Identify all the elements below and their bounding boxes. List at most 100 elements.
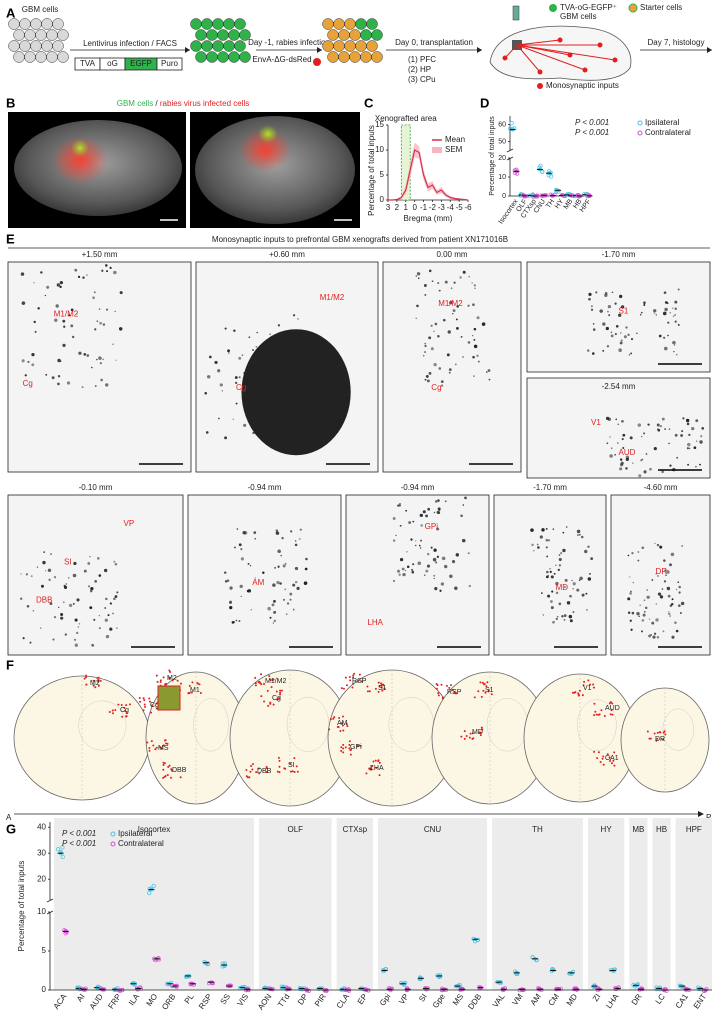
labeled-neuron [78, 623, 81, 625]
caption: GBM cells / rabies virus infected cells [117, 99, 250, 108]
legend-swatch [628, 3, 638, 13]
labeled-neuron [271, 603, 275, 607]
labeled-neuron [555, 617, 558, 620]
labeled-neuron [106, 308, 109, 311]
input-cell [612, 57, 618, 63]
labeled-neuron [459, 276, 462, 279]
input-neuron [169, 670, 172, 673]
labeled-neuron [454, 586, 458, 591]
labeled-neuron [456, 326, 459, 330]
y-tick-label: 30 [37, 848, 46, 857]
labeled-neuron [638, 615, 640, 618]
labeled-neuron [576, 588, 580, 592]
cell [206, 29, 218, 41]
input-neuron [168, 764, 171, 767]
labeled-neuron [663, 346, 668, 351]
labeled-neuron [32, 609, 35, 612]
stat-label: P < 0.001 [62, 829, 96, 838]
labeled-neuron [57, 382, 60, 386]
labeled-neuron [617, 423, 619, 425]
labeled-neuron [566, 601, 571, 605]
cell [24, 29, 36, 41]
x-tick-label: ENT [692, 992, 709, 1010]
cell [338, 51, 350, 63]
labeled-neuron [290, 335, 293, 338]
stat-label: P < 0.001 [575, 128, 609, 137]
labeled-neuron [276, 358, 280, 362]
labeled-neuron [430, 347, 434, 351]
input-neuron [487, 689, 490, 692]
micrograph [382, 261, 522, 473]
labeled-neuron [102, 358, 104, 361]
labeled-neuron [31, 363, 35, 367]
labeled-neuron [673, 350, 675, 353]
labeled-neuron [99, 362, 102, 365]
labeled-neuron [680, 434, 683, 437]
labeled-neuron [630, 338, 634, 341]
section-level: 0.00 mm [436, 250, 467, 259]
labeled-neuron [74, 618, 78, 622]
labeled-neuron [72, 602, 75, 605]
y-tick-label: 20 [37, 874, 46, 883]
region-label: AM [252, 578, 264, 587]
labeled-neuron [424, 344, 427, 348]
input-neuron [280, 689, 283, 692]
section-level: -1.70 mm [602, 250, 636, 259]
input-neuron [245, 775, 248, 778]
labeled-neuron [691, 427, 695, 431]
input-cell [567, 52, 573, 58]
input-neuron [593, 714, 596, 717]
labeled-neuron [276, 580, 280, 585]
input-neuron [482, 683, 485, 686]
labeled-neuron [629, 592, 632, 595]
labeled-neuron [693, 446, 697, 450]
input-neuron [602, 763, 605, 766]
labeled-neuron [89, 555, 91, 558]
input-neuron [479, 731, 482, 734]
labeled-neuron [273, 610, 277, 614]
input-line [516, 39, 561, 46]
cell [322, 18, 334, 30]
region-label: RSP [352, 678, 367, 685]
label: (1) PFC [408, 55, 436, 64]
labeled-neuron [650, 634, 653, 636]
labeled-neuron [667, 334, 669, 337]
labeled-neuron [303, 581, 308, 585]
labeled-neuron [561, 615, 564, 618]
y-tick-label: 10 [375, 145, 384, 154]
input-neuron [164, 683, 167, 686]
labeled-neuron [119, 291, 123, 295]
labeled-neuron [666, 302, 669, 305]
axis-end-label: P [706, 813, 711, 822]
cell [190, 18, 202, 30]
cell [46, 29, 58, 41]
labeled-neuron [610, 334, 614, 338]
input-neuron [646, 730, 649, 733]
input-neuron [139, 700, 142, 703]
x-tick-label: CLA [335, 992, 352, 1010]
cell [360, 29, 372, 41]
labeled-neuron [89, 606, 93, 610]
labeled-neuron [432, 557, 437, 562]
input-neuron [468, 736, 471, 739]
labeled-neuron [229, 606, 233, 610]
input-neuron [143, 699, 146, 702]
cell [195, 29, 207, 41]
labeled-neuron [92, 296, 95, 300]
stat-label: P < 0.001 [575, 118, 609, 127]
labeled-neuron [664, 307, 668, 312]
labeled-neuron [609, 454, 613, 458]
input-neuron [278, 771, 281, 774]
labeled-neuron [547, 594, 551, 598]
input-neuron [99, 679, 102, 682]
labeled-neuron [595, 291, 598, 294]
input-neuron [263, 683, 266, 686]
region-label: S1 [619, 307, 629, 316]
labeled-neuron [602, 322, 606, 326]
input-cell [537, 69, 543, 75]
labeled-neuron [102, 323, 106, 326]
input-neuron [162, 744, 165, 747]
x-tick-label: VIS [235, 992, 250, 1008]
x-tick-label: TH [545, 198, 556, 210]
legend-swatch [637, 120, 643, 126]
